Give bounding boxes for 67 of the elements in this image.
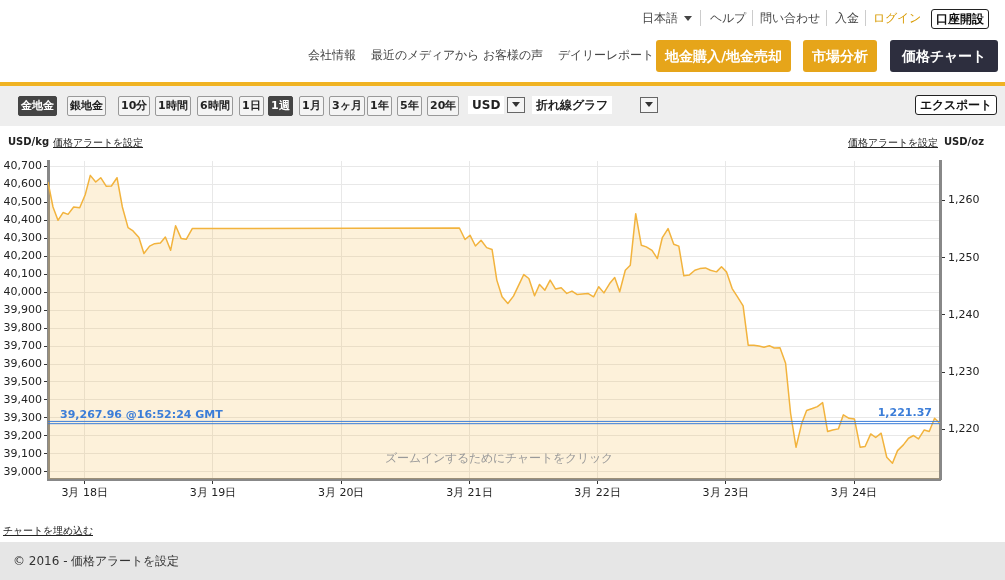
y-tick-label: 39,700 bbox=[3, 338, 42, 352]
y2-axis-title: USD/oz bbox=[944, 136, 984, 147]
text: © 2016 - 価格アラートを設定 bbox=[13, 553, 180, 569]
text: 地金購入/地金売却 bbox=[656, 40, 792, 72]
text: 6時間 bbox=[197, 96, 233, 116]
y-tick-label: 40,700 bbox=[3, 159, 42, 173]
text: エクスポート bbox=[915, 95, 997, 115]
y-tick-label: 39,400 bbox=[3, 392, 42, 406]
y-tick-label: 39,200 bbox=[3, 428, 42, 442]
text: 市場分析 bbox=[803, 40, 877, 72]
y-tick-label: 39,900 bbox=[3, 302, 42, 316]
y2-tick-label: 1,260 bbox=[948, 193, 980, 207]
text: 20年 bbox=[427, 96, 460, 116]
text: 銀地金 bbox=[67, 96, 106, 116]
text: 1時間 bbox=[155, 96, 191, 116]
text: 価格アラートを設定 bbox=[53, 136, 143, 150]
text: チャートを埋め込む bbox=[3, 524, 93, 538]
y-tick-label: 40,100 bbox=[3, 267, 42, 281]
y-tick-label: 40,500 bbox=[3, 195, 42, 209]
text: お客様の声 bbox=[483, 47, 543, 63]
text: 1月 bbox=[299, 96, 324, 116]
y-tick-label: 40,600 bbox=[3, 177, 42, 191]
y-tick-label: 40,300 bbox=[3, 231, 42, 245]
text: 10分 bbox=[118, 96, 151, 116]
y-axis-title: USD/kg bbox=[8, 136, 50, 147]
text: USD bbox=[468, 96, 505, 114]
x-tick-label: 3月 22日 bbox=[574, 486, 621, 500]
x-tick-label: 3月 21日 bbox=[446, 486, 493, 500]
x-tick-label: 3月 24日 bbox=[830, 486, 878, 500]
y-tick-label: 39,000 bbox=[3, 464, 42, 478]
annotation: ズームインするためにチャートをクリック bbox=[385, 450, 613, 466]
text: 1年 bbox=[367, 96, 392, 116]
y-tick-label: 40,000 bbox=[3, 285, 42, 299]
y-tick-label: 40,200 bbox=[3, 249, 42, 263]
text: 最近のメディアから bbox=[371, 47, 479, 63]
text: 1日 bbox=[239, 96, 264, 116]
text: 3ヶ月 bbox=[329, 96, 365, 116]
y2-tick-label: 1,240 bbox=[948, 307, 980, 321]
text: 口座開設 bbox=[931, 9, 989, 29]
y-tick-label: 39,500 bbox=[3, 374, 42, 388]
text: 価格チャート bbox=[890, 40, 998, 72]
text: ヘルプ bbox=[710, 10, 746, 26]
text: 価格アラートを設定 bbox=[848, 136, 938, 150]
y-tick-label: 39,100 bbox=[3, 446, 42, 460]
text: 会社情報 bbox=[308, 47, 356, 63]
y2-tick-label: 1,230 bbox=[948, 364, 980, 378]
x-tick-label: 3月 18日 bbox=[61, 486, 108, 500]
text: 入金 bbox=[835, 10, 859, 26]
y-tick-label: 39,800 bbox=[3, 320, 42, 334]
y2-tick-label: 1,220 bbox=[948, 422, 980, 436]
y2-tick-label: 1,250 bbox=[948, 250, 980, 264]
text: 折れ線グラフ bbox=[532, 96, 612, 114]
text: ログイン bbox=[873, 10, 921, 26]
text: 1週 bbox=[268, 96, 293, 116]
x-tick-label: 3月 23日 bbox=[702, 486, 750, 500]
text: 5年 bbox=[397, 96, 422, 116]
text: デイリーレポート bbox=[558, 47, 654, 63]
x-tick-label: 3月 19日 bbox=[189, 486, 237, 500]
text: 問い合わせ bbox=[760, 10, 820, 26]
ref-line-label: 1,221.37 bbox=[877, 405, 932, 419]
text: 日本語 bbox=[642, 10, 678, 26]
y-tick-label: 39,600 bbox=[3, 356, 42, 370]
text: 金地金 bbox=[18, 96, 57, 116]
ref-line-label: 39,267.96 @16:52:24 GMT bbox=[60, 408, 224, 422]
y-tick-label: 40,400 bbox=[3, 213, 42, 227]
y-tick-label: 39,300 bbox=[3, 410, 42, 424]
x-tick-label: 3月 20日 bbox=[317, 486, 365, 500]
